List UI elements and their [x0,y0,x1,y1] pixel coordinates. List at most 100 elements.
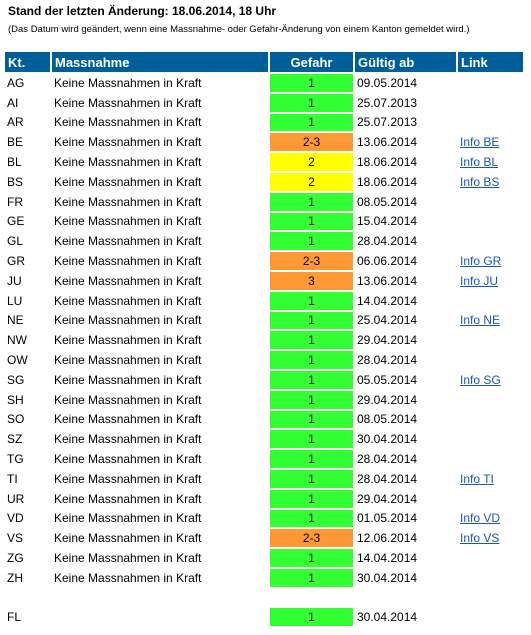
measure-text: Keine Massnahmen in Kraft [54,511,202,526]
valid-from-date: 28.04.2014 [357,452,418,467]
table-row: BS Keine Massnahmen in Kraft 2 18.06.2014 In… [5,172,523,191]
canton-code: NW [7,333,27,348]
canton-code: FR [7,194,23,209]
info-link[interactable]: Info BL [460,155,499,170]
canton-code: VD [7,511,24,526]
measure-text: Keine Massnahmen in Kraft [54,234,202,249]
table-row: ZH Keine Massnahmen in Kraft 1 30.04.2014 [5,568,523,587]
valid-from-date: 25.07.2013 [357,95,418,110]
table-row: VD Keine Massnahmen in Kraft 1 01.05.2014 In… [5,509,523,528]
info-link[interactable]: Info TI [460,471,494,486]
link-cell [458,450,523,468]
link-cell [458,430,523,448]
danger-level: 1 [270,489,353,508]
measure-text: Keine Massnahmen in Kraft [54,174,202,189]
canton-code: LU [7,293,23,308]
valid-from-date: 09.05.2014 [357,75,418,90]
measure-text: Keine Massnahmen in Kraft [54,95,202,110]
table-row: SG Keine Massnahmen in Kraft 1 05.05.2014 In… [5,370,523,389]
canton-code: AR [7,115,24,130]
valid-from-date: 13.06.2014 [357,135,418,150]
danger-level: 1 [270,93,353,112]
danger-level: 1 [270,390,353,409]
table-row: UR Keine Massnahmen in Kraft 1 29.04.2014 [5,489,523,508]
column-header-massnahme: Massnahme [52,52,268,72]
info-link[interactable]: Info BE [460,135,500,150]
canton-code: AI [7,95,19,110]
link-cell: Info VD [458,510,523,528]
valid-from-date: 06.06.2014 [357,254,418,269]
link-cell: Info BE [458,133,523,151]
info-link[interactable]: Info BS [460,174,500,189]
info-link[interactable]: Info VD [460,511,501,526]
danger-level: 1 [270,311,353,330]
spacer-cell [5,589,523,606]
link-cell: Info BL [458,153,523,171]
measure-text: Keine Massnahmen in Kraft [54,135,202,150]
valid-from-date: 25.04.2014 [357,313,418,328]
link-cell: Info TI [458,470,523,488]
canton-code: OW [7,353,28,368]
danger-level: 1 [270,212,353,231]
measure-text: Keine Massnahmen in Kraft [54,432,202,447]
measure-text: Keine Massnahmen in Kraft [54,570,202,585]
info-link[interactable]: Info SG [460,372,501,387]
valid-from-date: 01.05.2014 [357,511,418,526]
link-cell [458,411,523,429]
danger-level: 1 [270,351,353,369]
danger-level: 2-3 [270,252,353,270]
canton-code: GR [7,254,25,269]
measure-text: Keine Massnahmen in Kraft [54,452,202,467]
measure-text: Keine Massnahmen in Kraft [54,531,202,546]
valid-from-date: 08.05.2014 [357,412,418,427]
info-link[interactable]: Info GR [460,254,502,269]
canton-code: SO [7,412,25,427]
canton-code: BS [7,174,24,189]
measure-text: Keine Massnahmen in Kraft [54,333,202,348]
info-link[interactable]: Info VS [460,531,500,546]
measure-text: Keine Massnahmen in Kraft [54,293,202,308]
valid-from-date: 12.06.2014 [357,531,418,546]
danger-level: 2-3 [270,133,353,152]
canton-code: TI [7,471,18,486]
measure-text: Keine Massnahmen in Kraft [54,273,202,288]
table-row: FR Keine Massnahmen in Kraft 1 08.05.2014 [5,192,523,211]
canton-code: AG [7,75,25,90]
measure-text: Keine Massnahmen in Kraft [54,372,202,387]
table-row: GE Keine Massnahmen in Kraft 1 15.04.2014 [5,212,523,231]
danger-level: 1 [270,192,353,211]
measure-text: Keine Massnahmen in Kraft [54,412,202,427]
measure-text: Keine Massnahmen in Kraft [54,471,202,486]
canton-code: GL [7,234,24,249]
danger-level: 1 [270,291,353,310]
table-row: SH Keine Massnahmen in Kraft 1 29.04.2014 [5,390,523,409]
info-link[interactable]: Info JU [460,273,499,288]
valid-from-date: 29.04.2014 [357,491,418,506]
canton-code: UR [7,491,25,506]
measures-table: Kt. Massnahme Gefahr Gültig ab Link AG Ke… [3,50,525,628]
measure-text: Keine Massnahmen in Kraft [54,214,202,229]
canton-code: NE [7,313,24,328]
info-link[interactable]: Info NE [460,313,501,328]
valid-from-date: 05.05.2014 [357,372,418,387]
danger-level: 1 [270,370,353,389]
canton-code: GE [7,214,25,229]
valid-from-date: 14.04.2014 [357,551,418,566]
valid-from-date: 29.04.2014 [357,333,418,348]
link-cell [458,114,523,132]
table-row: ZG Keine Massnahmen in Kraft 1 14.04.2014 [5,549,523,567]
link-cell [458,232,523,250]
canton-code: ZH [7,570,23,585]
table-row: NW Keine Massnahmen in Kraft 1 29.04.2014 [5,331,523,350]
valid-from-date: 25.07.2013 [357,115,418,130]
table-spacer-row [5,589,523,606]
canton-code: JU [7,273,22,288]
link-cell [458,608,523,626]
danger-level: 1 [270,469,353,488]
measure-text: Keine Massnahmen in Kraft [54,491,202,506]
table-header-row: Kt. Massnahme Gefahr Gültig ab Link [5,52,523,72]
link-cell [458,193,523,211]
valid-from-date: 18.06.2014 [357,174,418,189]
valid-from-date: 18.06.2014 [357,155,418,170]
table-row: AR Keine Massnahmen in Kraft 1 25.07.2013 [5,113,523,132]
